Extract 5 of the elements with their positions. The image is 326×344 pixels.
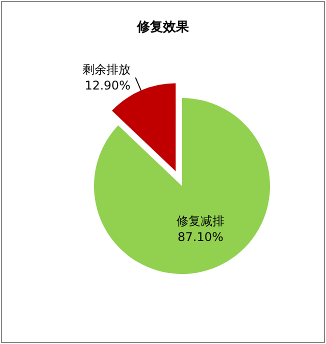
slice-label: 剩余排放: [82, 62, 130, 77]
slice-label: 修复减排: [176, 214, 225, 228]
chart-title: 修复效果: [136, 20, 190, 35]
data-label: 87.10%: [178, 230, 224, 244]
data-label: 12.90%: [84, 78, 130, 93]
